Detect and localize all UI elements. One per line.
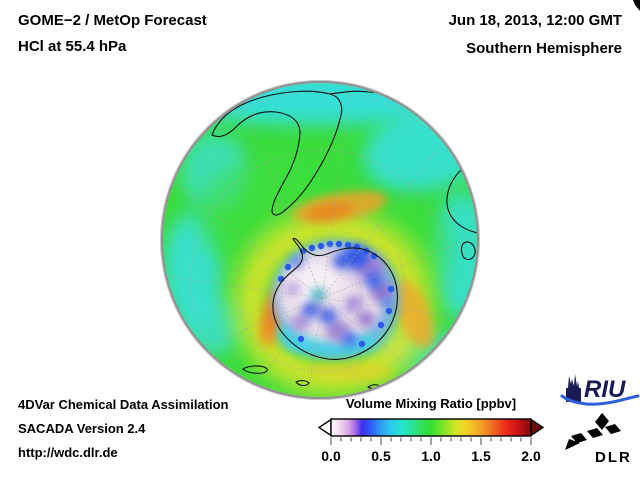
- riu-cathedral-icon: [566, 374, 581, 402]
- grid-cell-dot: [358, 340, 366, 348]
- mixing-ratio-patch: [393, 280, 435, 348]
- grid-cell-dot: [377, 321, 385, 329]
- mixing-ratio-patch: [310, 360, 394, 382]
- grid-cell-dot: [353, 243, 361, 251]
- colorbar-right-arrow: [530, 418, 544, 437]
- mixing-ratio-patch: [285, 281, 301, 297]
- coastline: [211, 90, 343, 216]
- mixing-ratio-patch: [365, 271, 383, 289]
- globe-rim: [159, 79, 481, 401]
- grid-cell-dot: [284, 263, 292, 271]
- colorbar-tick-labels: 0.0 0.5 1.0 1.5 2.0: [318, 448, 544, 464]
- dlr-star-icon: [565, 413, 621, 450]
- riu-logo: RIU: [560, 374, 640, 406]
- colorbar-tick-label: 1.0: [421, 448, 441, 464]
- assimilation-label: 4DVar Chemical Data Assimilation: [18, 397, 229, 412]
- dlr-logo: DLR: [565, 413, 632, 466]
- grid-cell-dot: [317, 242, 325, 250]
- colorbar-tick-label: 0.5: [371, 448, 391, 464]
- species-level-label: HCl at 55.4 hPa: [18, 38, 127, 55]
- mixing-ratio-field: [163, 83, 477, 397]
- mixing-ratio-patch: [290, 314, 310, 332]
- mixing-ratio-patch: [337, 278, 357, 296]
- colorbar-tick-label: 0.0: [321, 448, 341, 464]
- grid-cell-dot: [308, 244, 316, 252]
- dlr-logo-text: DLR: [595, 449, 632, 466]
- colorbar-ticks: [330, 437, 532, 445]
- colorbar-tick-label: 1.5: [471, 448, 491, 464]
- url-label: http://wdc.dlr.de: [18, 445, 118, 460]
- colorbar-gradient: [318, 418, 544, 445]
- coastline: [295, 380, 310, 387]
- mixing-ratio-patch: [163, 83, 477, 125]
- mixing-ratio-patch: [291, 256, 303, 268]
- coastline: [272, 237, 398, 360]
- mixing-ratio-patch: [342, 332, 358, 346]
- coastline: [242, 365, 268, 374]
- product-title: GOME−2 / MetOp Forecast: [18, 12, 207, 29]
- mixing-ratio-patch: [380, 297, 392, 309]
- hemisphere-label: Southern Hemisphere: [466, 40, 622, 57]
- riu-wave-icon: [560, 394, 640, 406]
- grid-cell-dot: [344, 241, 352, 249]
- grid-cell-dot: [385, 307, 393, 315]
- mixing-ratio-patch: [302, 302, 318, 318]
- grid-cell-dot: [277, 275, 285, 283]
- coastline: [461, 241, 476, 260]
- colorbar-tick-label: 2.0: [521, 448, 541, 464]
- grid-cell-dot: [297, 335, 305, 343]
- mixing-ratio-patch: [319, 308, 337, 324]
- datetime-label: Jun 18, 2013, 12:00 GMT: [448, 12, 622, 29]
- coastlines: [211, 90, 477, 390]
- riu-logo-text: RIU: [584, 376, 626, 403]
- grid-cell-dot: [335, 240, 343, 248]
- colorbar-bar: [330, 418, 532, 437]
- mixing-ratio-patch: [357, 311, 375, 327]
- version-label: SACADA Version 2.4: [18, 421, 146, 436]
- colorbar-title: Volume Mixing Ratio [ppbv]: [345, 396, 517, 411]
- colorbar-left-arrow: [318, 418, 332, 437]
- grid-cell-dot: [387, 285, 395, 293]
- grid-cell-dot: [326, 240, 334, 248]
- mixing-ratio-patch: [341, 293, 363, 313]
- corner-mark: [633, 0, 640, 11]
- mixing-ratio-patch: [320, 290, 346, 312]
